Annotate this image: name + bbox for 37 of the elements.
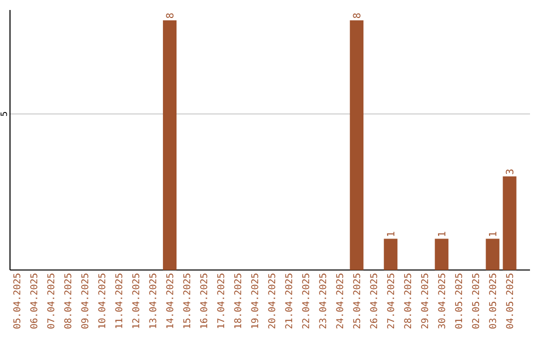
x-tick-label: 18.04.2025 [234, 274, 242, 328]
x-tick-label: 12.04.2025 [132, 274, 140, 328]
x-tick-label: 01.05.2025 [455, 274, 462, 329]
data-label: 8 [166, 13, 174, 18]
x-tick-label: 10.04.2025 [98, 274, 106, 328]
x-tick-label: 16.04.2025 [200, 274, 208, 328]
x-tick-label: 05.04.2025 [13, 274, 20, 329]
x-tick-label: 07.04.2025 [47, 274, 54, 329]
x-tick-label: 22.04.2025 [302, 274, 310, 328]
x-tick-label: 13.04.2025 [149, 274, 156, 328]
x-tick-label: 28.04.2025 [404, 274, 412, 328]
x-tick-label: 25.04.2025 [353, 274, 360, 328]
data-label: 3 [506, 169, 514, 174]
x-tick-label: 09.04.2025 [81, 274, 88, 329]
x-tick-label: 04.05.2025 [506, 274, 514, 329]
x-tick-label: 02.05.2025 [472, 274, 480, 329]
data-label: 1 [438, 232, 446, 236]
x-tick-label: 19.04.2025 [251, 274, 258, 328]
data-label: 1 [488, 232, 496, 236]
data-label: 8 [352, 13, 360, 18]
data-label: 1 [387, 232, 394, 236]
x-tick-label: 06.04.2025 [30, 274, 38, 329]
x-tick-label: 27.04.2025 [387, 274, 394, 328]
x-tick-label: 11.04.2025 [115, 274, 122, 328]
x-tick-label: 30.04.2025 [438, 274, 446, 328]
x-tick-label: 15.04.2025 [183, 274, 190, 328]
y-tick-label: 5 [0, 112, 8, 116]
x-tick-label: 29.04.2025 [421, 274, 428, 328]
x-tick-label: 20.04.2025 [268, 274, 276, 328]
x-tick-label: 24.04.2025 [336, 274, 344, 328]
x-tick-label: 21.04.2025 [285, 274, 292, 328]
x-tick-label: 08.04.2025 [64, 274, 72, 329]
x-tick-label: 03.05.2025 [489, 274, 496, 329]
x-tick-label: 14.04.2025 [166, 274, 174, 328]
x-tick-label: 23.04.2025 [319, 274, 326, 328]
x-tick-label: 26.04.2025 [370, 274, 378, 328]
x-tick-label: 17.04.2025 [217, 274, 224, 328]
